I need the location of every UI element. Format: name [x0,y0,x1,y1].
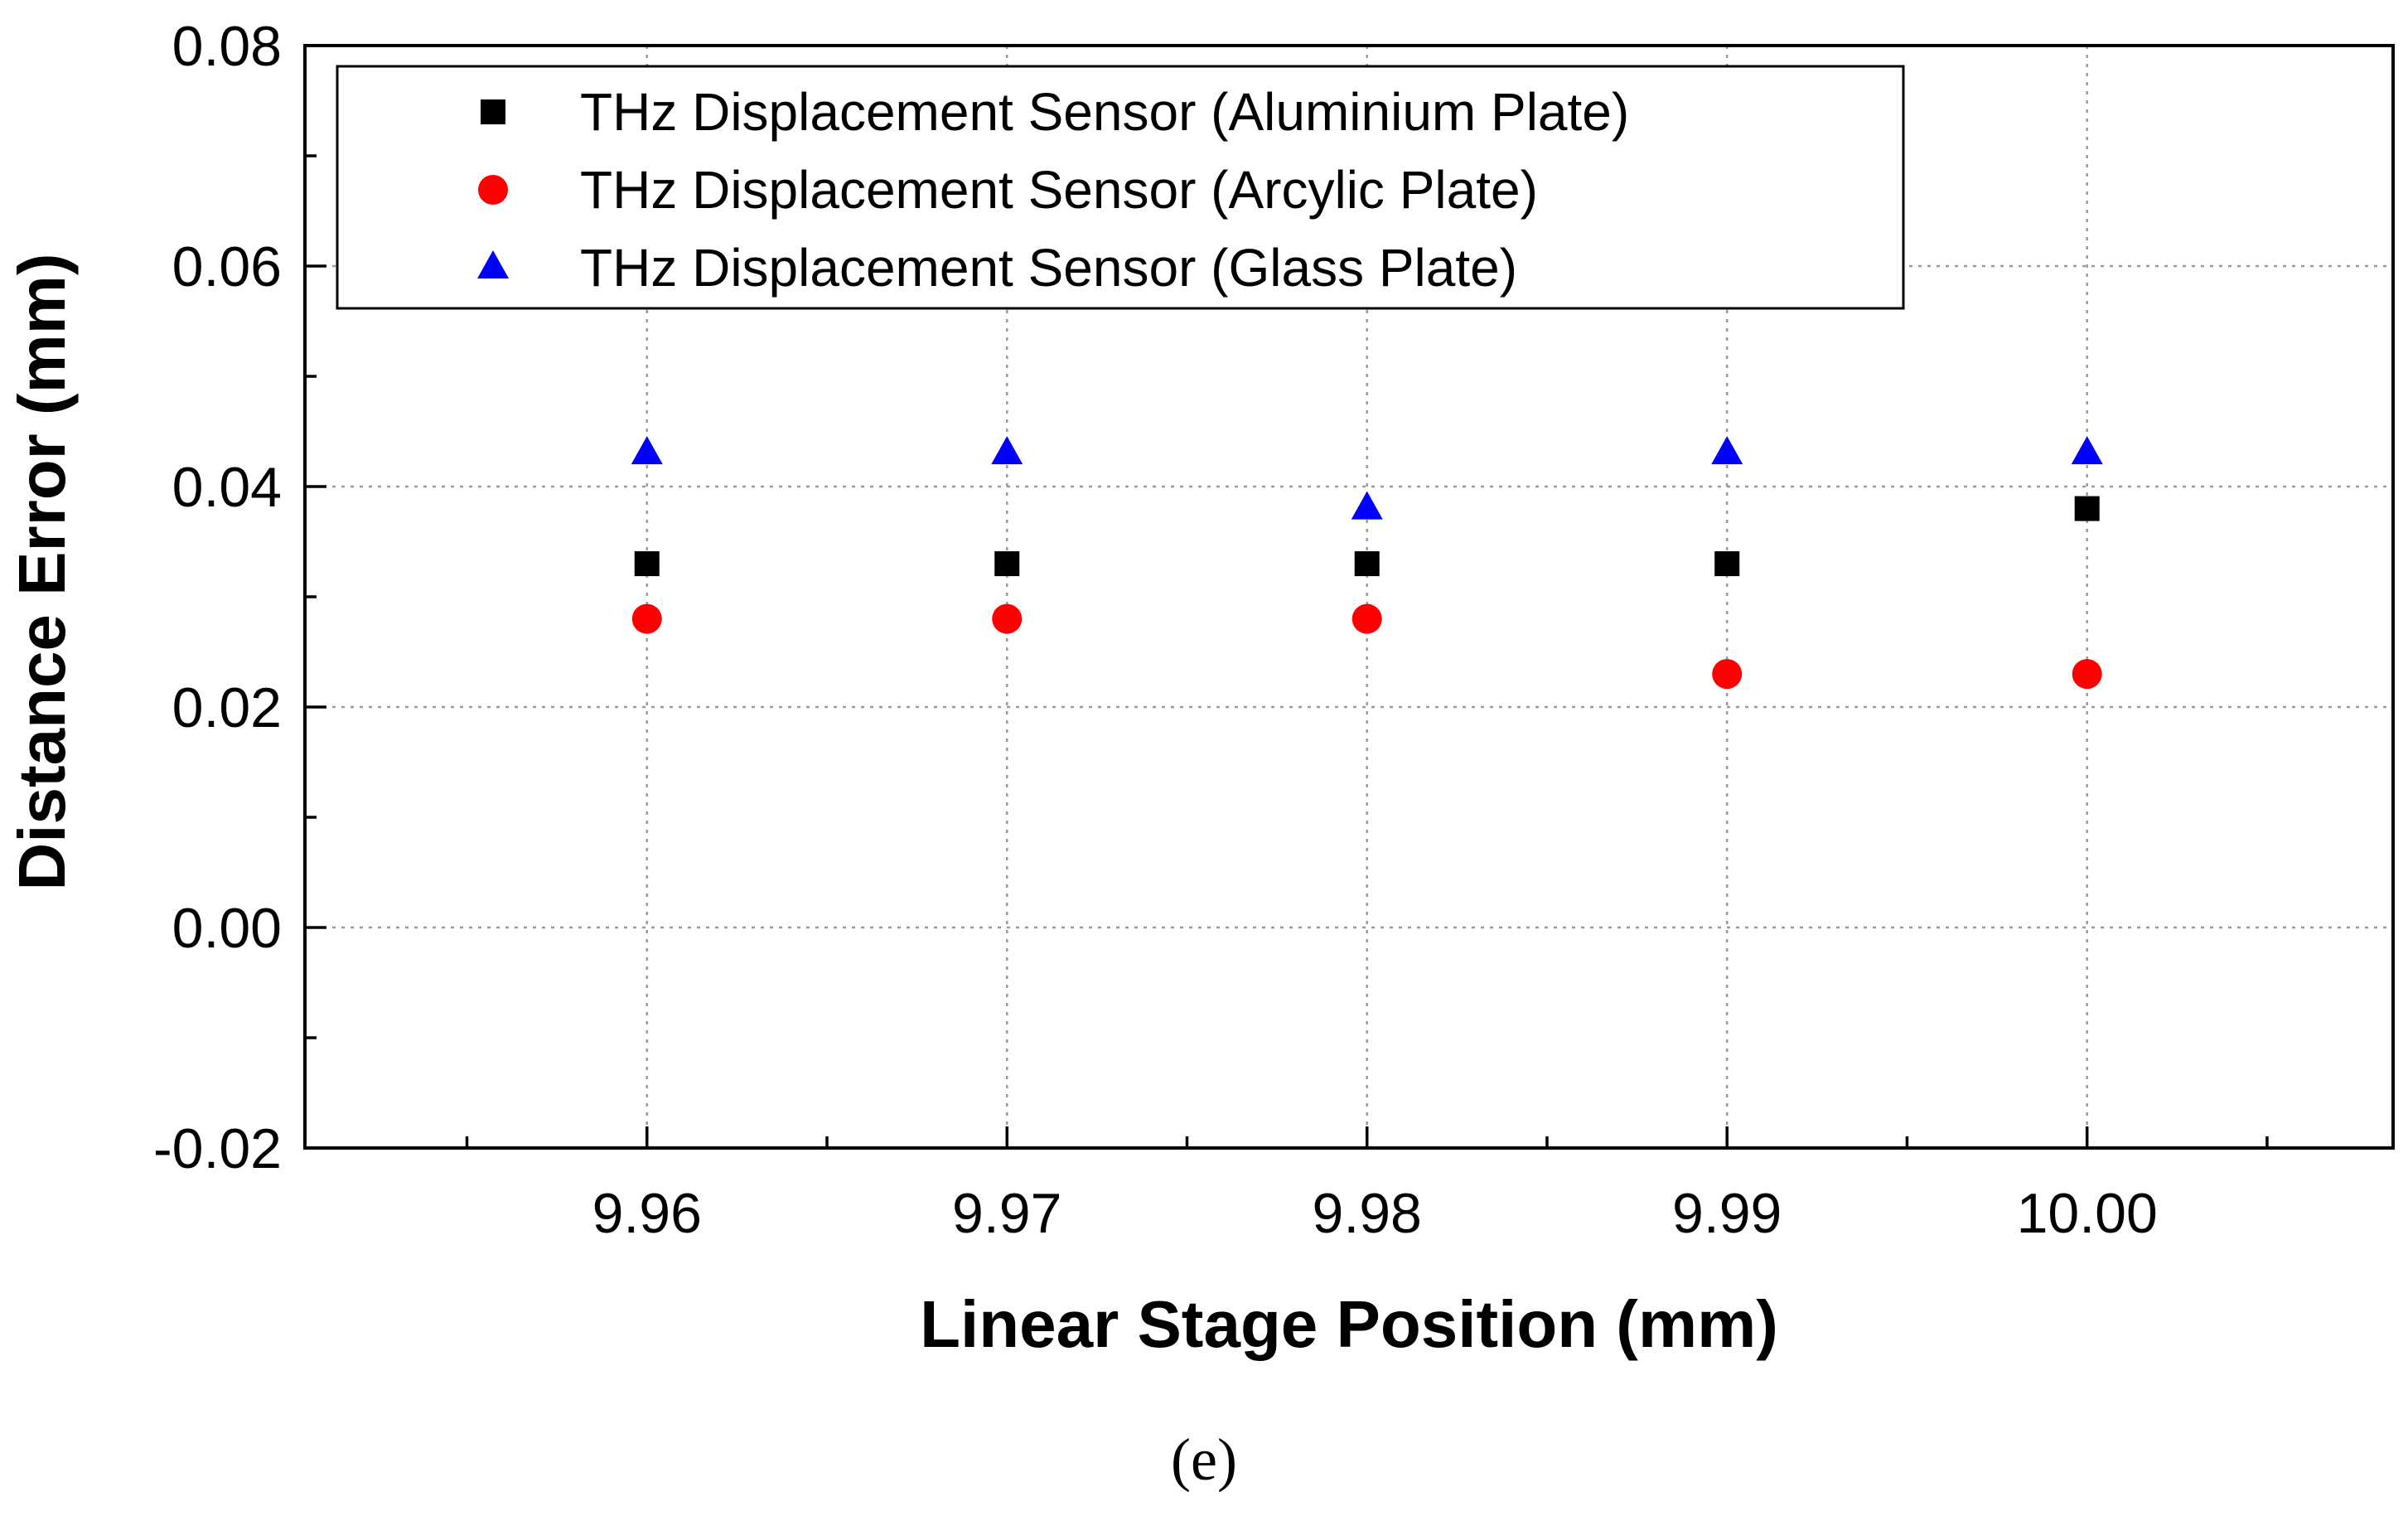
x-tick-label: 9.97 [952,1182,1061,1245]
data-point-circle [2072,659,2102,690]
data-point-circle [631,603,662,634]
y-tick-label: 0.04 [172,456,282,519]
x-tick-label: 10.00 [2017,1182,2158,1245]
data-point-triangle [1711,436,1743,465]
x-axis-title: Linear Stage Position (mm) [920,1287,1778,1361]
legend-label: THz Displacement Sensor (Glass Plate) [580,238,1517,298]
legend-label: THz Displacement Sensor (Arcylic Plate) [580,160,1538,220]
data-point-triangle [2071,436,2103,465]
data-point-circle [992,603,1023,634]
y-tick-label: -0.02 [153,1117,282,1180]
y-tick-label: 0.06 [172,235,282,298]
data-point-triangle [991,436,1023,465]
y-tick-label: 0.02 [172,676,282,739]
legend-box [336,65,1905,310]
legend: THz Displacement Sensor (Aluminium Plate… [336,65,1905,310]
legend-marker-triangle [477,250,509,278]
data-point-square [1714,551,1740,577]
figure-caption: (e) [1171,1426,1237,1493]
axes: 9.96 9.97 9.98 9.99 10.00 -0.02 0.00 0.02 0.04 0.… [153,15,2395,1245]
legend-label: THz Displacement Sensor (Aluminium Plate… [580,82,1629,142]
data-point-circle [1712,659,1743,690]
legend-marker-square [481,99,505,124]
x-tick-label: 9.98 [1313,1182,1422,1245]
data-point-square [1354,551,1380,577]
data-point-triangle [631,436,663,465]
x-tick-label: 9.99 [1672,1182,1782,1245]
x-tick-label: 9.96 [592,1182,702,1245]
data-points [631,436,2103,690]
y-tick-label: 0.00 [172,897,282,960]
data-point-circle [1351,603,1382,634]
data-point-square [2074,496,2100,521]
data-point-square [634,551,660,577]
y-tick-label: 0.08 [172,15,282,78]
data-point-triangle [1351,491,1383,520]
legend-marker-circle [478,175,508,205]
data-point-square [994,551,1020,577]
y-axis-title: Distance Error (mm) [5,253,79,890]
